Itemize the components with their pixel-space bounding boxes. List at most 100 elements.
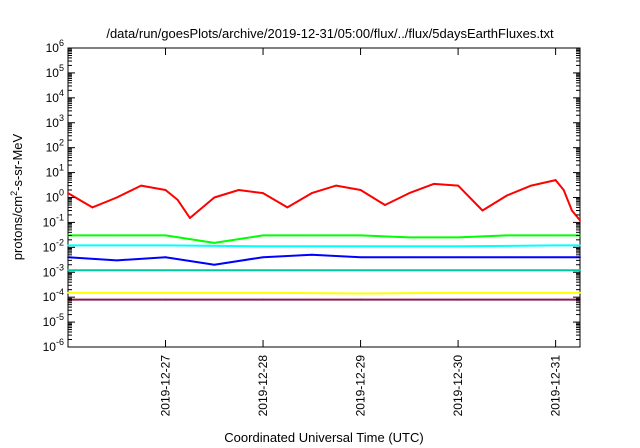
data-point [115,196,118,199]
data-point [457,291,459,294]
series-line [68,291,580,295]
data-point [262,256,264,259]
data-point [359,245,362,248]
data-point [213,196,216,199]
series-line [67,253,580,266]
data-point [262,291,264,294]
y-tick-label: 105 [46,63,64,80]
series-line [68,234,580,244]
data-point [115,259,118,262]
axis-layer: 10-6 10-5 10-4 10-3 10-2 10-1 100 101 102 103 104 1… [43,38,580,416]
y-tick-label: 106 [46,38,64,55]
data-point [457,245,459,248]
y-tick-label: 104 [46,88,64,105]
data-point [213,263,216,266]
data-point [505,256,508,259]
data-point [554,244,557,247]
data-point [554,256,557,259]
series-layer [67,179,581,301]
data-point [176,199,179,201]
data-point [189,217,191,219]
data-point [335,184,338,187]
data-point [579,269,581,272]
series-line [67,179,581,222]
y-tick-label: 101 [46,163,64,180]
data-point [164,256,167,259]
data-point [262,298,264,301]
data-point [457,184,459,187]
data-point [67,269,69,272]
data-point [67,192,69,195]
data-point [310,192,313,195]
data-point [570,209,573,212]
data-point [554,234,557,237]
data-point [408,192,411,195]
y-tick-label: 102 [46,138,64,155]
data-point [579,219,581,222]
data-point [164,189,167,191]
data-point [554,269,557,272]
y-tick-label: 10-2 [43,237,64,254]
data-point [164,291,167,294]
data-point [457,298,459,301]
data-point [164,244,167,247]
data-point [505,194,508,197]
data-point [554,291,557,294]
data-point [310,253,313,256]
data-point [408,256,411,259]
data-point [359,292,362,295]
x-tick-label: 2019-12-30 [451,355,465,417]
y-tick-label: 10-5 [43,312,64,329]
data-point [562,189,565,191]
data-point [262,192,264,195]
data-point [286,206,289,209]
data-point [457,256,459,259]
data-point [67,291,69,294]
data-point [384,204,386,206]
y-axis-label: protons/cm2-s-sr-MeV [9,133,25,260]
y-tick-label: 10-6 [43,337,64,354]
data-point [262,269,264,272]
data-point [554,298,557,301]
data-point [359,234,362,237]
data-point [115,234,118,237]
data-point [164,234,167,237]
data-point [164,298,167,301]
data-point [579,291,581,294]
data-point [505,234,508,237]
data-point [554,179,557,181]
data-point [359,256,362,259]
data-point [164,269,167,272]
data-point [359,298,362,301]
y-tick-label: 100 [46,188,64,205]
data-point [359,269,362,272]
y-tick-label: 10-4 [43,287,64,304]
data-point [457,236,459,239]
data-point [408,236,411,239]
y-tick-label: 10-1 [43,212,64,229]
x-tick-label: 2019-12-27 [159,355,173,417]
data-point [140,184,143,187]
data-point [530,184,533,187]
data-point [262,245,264,248]
data-point [481,209,484,212]
x-axis-label: Coordinated Universal Time (UTC) [224,430,423,445]
chart-title: /data/run/goesPlots/archive/2019-12-31/0… [106,26,554,41]
x-tick-label: 2019-12-29 [354,355,368,417]
y-tick-label: 10-3 [43,262,64,279]
data-point [91,206,94,209]
data-point [359,189,362,191]
y-tick-label: 103 [46,113,64,130]
data-point [310,234,313,237]
data-point [432,183,435,185]
x-tick-label: 2019-12-28 [256,355,270,417]
data-point [213,242,216,244]
data-point [67,244,69,247]
series-line [68,244,580,248]
x-tick-label: 2019-12-31 [549,355,563,417]
data-point [262,234,264,237]
data-point [237,189,240,191]
data-point [579,244,581,247]
data-point [457,269,459,272]
